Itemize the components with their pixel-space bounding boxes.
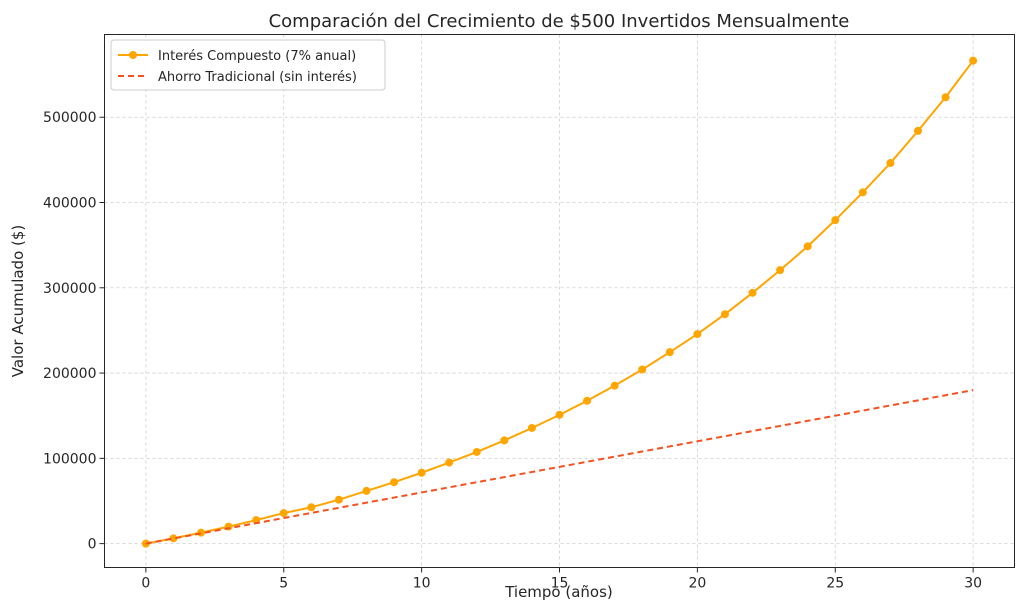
x-tick-label: 30 xyxy=(964,576,982,592)
data-point xyxy=(610,381,619,390)
data-point xyxy=(279,509,288,518)
x-axis-label: Tiempo (años) xyxy=(504,583,613,601)
x-tick-label: 20 xyxy=(688,576,706,592)
series-layer xyxy=(141,56,978,548)
data-point xyxy=(169,534,178,543)
x-tick-label: 15 xyxy=(551,576,569,592)
legend-box xyxy=(110,39,386,91)
data-point xyxy=(969,56,978,65)
x-tick-label: 25 xyxy=(826,576,844,592)
data-point xyxy=(500,436,509,445)
y-tick-label: 0 xyxy=(88,537,97,553)
data-point xyxy=(390,478,399,487)
data-point xyxy=(693,330,702,339)
data-point xyxy=(362,486,371,495)
data-point xyxy=(913,126,922,135)
data-point xyxy=(583,396,592,405)
data-point xyxy=(334,495,343,504)
chart-title: Comparación del Crecimiento de $500 Inve… xyxy=(269,11,850,32)
series-line-1 xyxy=(145,389,974,545)
data-point xyxy=(665,348,674,357)
data-point xyxy=(720,310,729,319)
x-tick-label: 0 xyxy=(141,576,150,592)
data-point xyxy=(527,423,536,432)
grid xyxy=(104,34,1015,568)
data-point xyxy=(638,365,647,374)
y-tick-label: 100000 xyxy=(43,451,96,467)
ticks: 0 5 10 15 20 25 30 0 100000 200000 300000 400000 500… xyxy=(43,110,982,591)
y-tick-label: 200000 xyxy=(43,366,96,382)
data-point xyxy=(776,266,785,275)
data-point xyxy=(858,188,867,197)
y-tick-label: 300000 xyxy=(43,281,96,297)
legend-marker-compound xyxy=(129,51,137,59)
data-point xyxy=(445,458,454,467)
legend-label-traditional: Ahorro Tradicional (sin interés) xyxy=(158,70,357,85)
data-point xyxy=(555,410,564,419)
data-point xyxy=(941,93,950,102)
y-tick-label: 400000 xyxy=(43,196,96,212)
legend-label-compound: Interés Compuesto (7% anual) xyxy=(158,49,356,64)
y-axis-label: Valor Acumulado ($) xyxy=(9,225,27,378)
data-point xyxy=(748,288,757,297)
data-point xyxy=(886,159,895,168)
data-point xyxy=(803,242,812,251)
data-point xyxy=(197,528,206,537)
data-point xyxy=(307,503,316,512)
x-tick-label: 5 xyxy=(279,576,288,592)
legend: Interés Compuesto (7% anual) Ahorro Trad… xyxy=(110,39,386,91)
y-tick-label: 500000 xyxy=(43,110,96,126)
data-point xyxy=(831,216,840,225)
data-point xyxy=(472,447,481,456)
data-point xyxy=(417,468,426,477)
x-tick-label: 10 xyxy=(413,576,431,592)
